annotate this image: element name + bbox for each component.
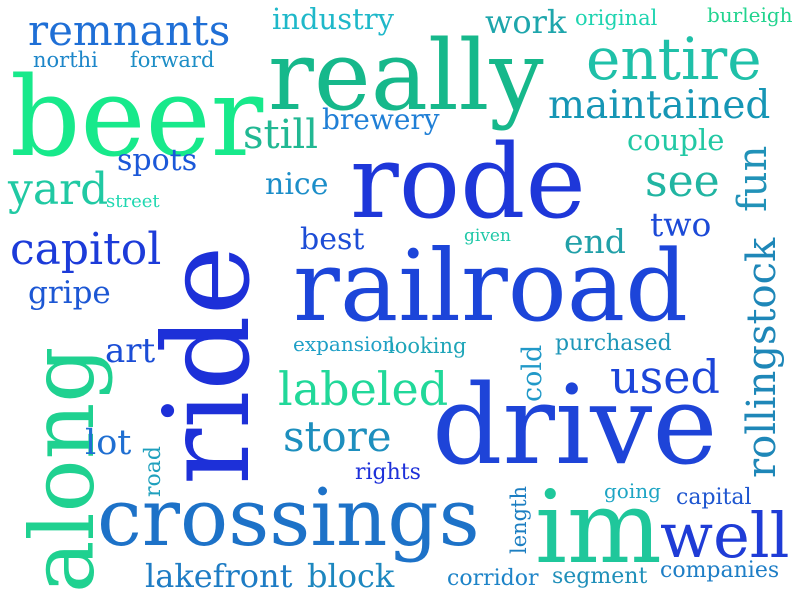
word-work: work [485,3,567,41]
word-block: block [307,557,395,595]
word-spots: spots [117,143,198,178]
word-used: used [610,350,720,404]
word-entire: entire [586,25,762,93]
word-street: street [106,191,160,212]
word-beer: beer [10,53,264,181]
word-northi: northi [33,48,98,72]
word-nice: nice [265,167,329,202]
word-original: original [575,6,658,30]
word-length: length [507,485,531,554]
word-capital: capital [676,485,752,510]
word-really: really [268,20,544,132]
word-rights: rights [355,460,421,485]
word-companies: companies [660,558,780,583]
word-along: along [11,346,114,593]
word-gripe: gripe [28,275,111,311]
word-crossings: crossings [97,471,480,564]
word-store: store [283,412,392,461]
word-purchased: purchased [555,331,672,356]
word-well: well [660,499,790,572]
word-drive: drive [432,361,718,489]
word-rode: rode [350,123,586,242]
word-segment: segment [552,564,648,589]
word-looking: looking [388,334,467,358]
word-best: best [300,222,365,257]
word-railroad: railroad [293,230,688,344]
word-capitol: capitol [10,224,162,275]
word-corridor: corridor [447,566,539,591]
word-burleigh: burleigh [707,3,793,27]
word-remnants: remnants [28,6,231,55]
word-industry: industry [272,2,394,36]
word-yard: yard [8,164,109,215]
word-maintained: maintained [548,83,771,128]
word-see: see [645,156,720,207]
word-expansion: expansion [293,332,396,356]
word-rollingstock: rollingstock [739,237,785,478]
word-brewery: brewery [322,103,440,136]
word-still: still [243,112,318,158]
word-lot: lot [85,423,132,463]
word-labeled: labeled [278,362,449,416]
word-given: given [464,226,511,246]
word-fun: fun [730,145,776,212]
word-going: going [604,479,661,503]
word-couple: couple [627,123,725,157]
word-art: art [105,331,156,371]
word-end: end [564,222,626,261]
word-im: im [535,469,662,586]
word-forward: forward [130,48,215,72]
word-lakefront: lakefront [145,557,293,595]
word-two: two [650,205,712,244]
